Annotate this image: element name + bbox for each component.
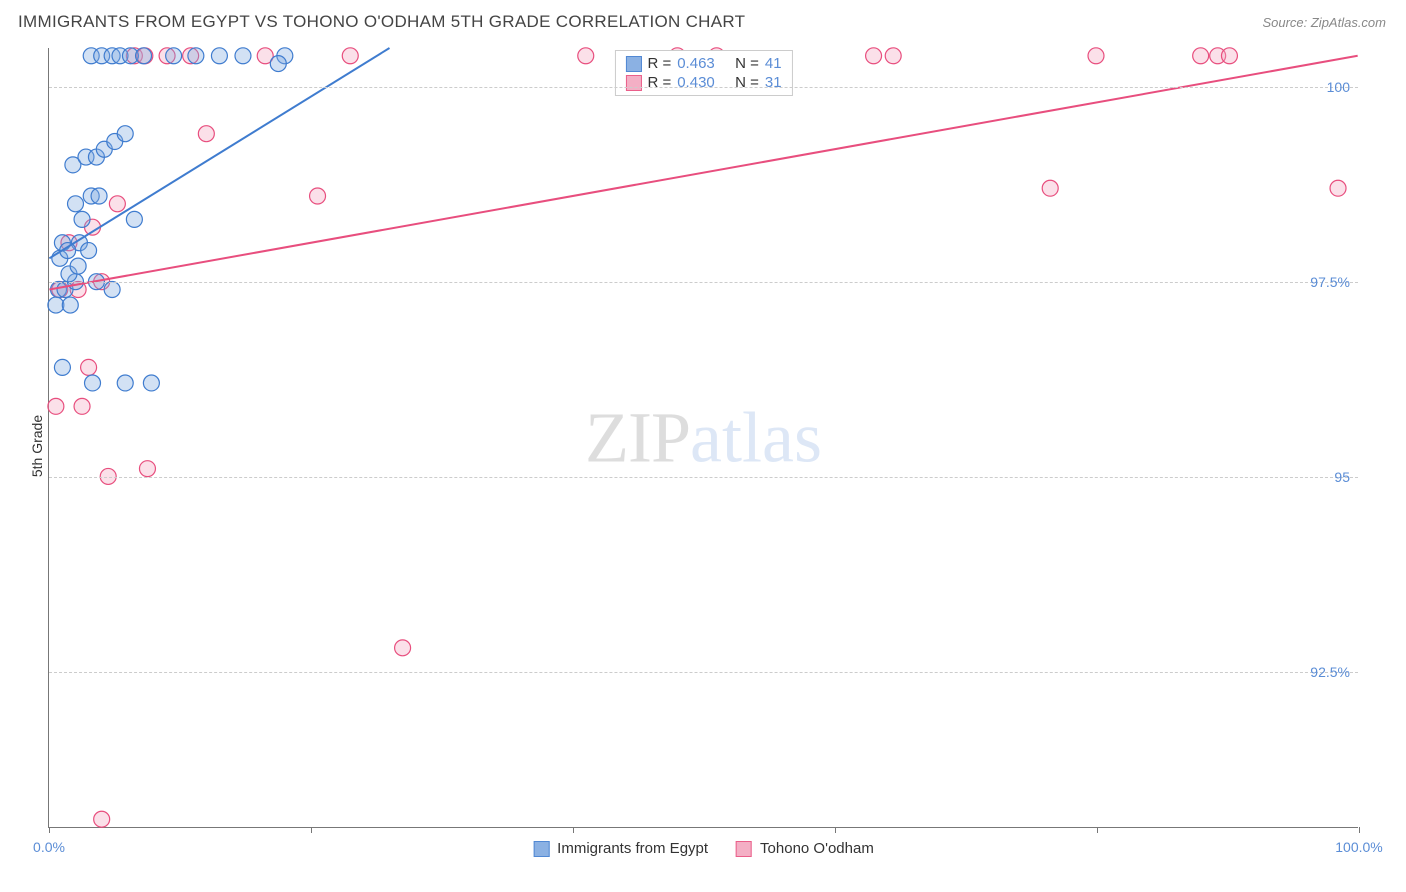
data-point	[117, 126, 133, 142]
legend-series: Immigrants from Egypt Tohono O'odham	[533, 840, 874, 857]
data-point	[1042, 180, 1058, 196]
y-tick-label: 95	[1334, 469, 1350, 485]
data-point	[91, 188, 107, 204]
data-point	[48, 398, 64, 414]
x-tick	[1097, 827, 1098, 833]
gridline-h	[49, 672, 1358, 673]
n-value-1: 31	[765, 74, 782, 91]
x-tick-label: 100.0%	[1335, 839, 1382, 855]
r-label-0: R =	[647, 55, 671, 72]
data-point	[885, 48, 901, 64]
y-axis-label: 5th Grade	[29, 415, 45, 477]
data-point	[1221, 48, 1237, 64]
legend-correlation: R = 0.463 N = 41 R = 0.430 N = 31	[614, 50, 792, 96]
gridline-h	[49, 477, 1358, 478]
data-point	[81, 243, 97, 259]
data-point	[74, 398, 90, 414]
data-point	[166, 48, 182, 64]
source-attribution: Source: ZipAtlas.com	[1262, 15, 1386, 30]
data-point	[139, 461, 155, 477]
data-point	[68, 196, 84, 212]
source-prefix: Source:	[1262, 15, 1310, 30]
data-point	[342, 48, 358, 64]
legend-swatch-bottom-0	[533, 841, 549, 857]
data-point	[1088, 48, 1104, 64]
gridline-h	[49, 282, 1358, 283]
y-tick-label: 97.5%	[1310, 274, 1350, 290]
data-point	[109, 196, 125, 212]
legend-row-series-0: R = 0.463 N = 41	[625, 55, 781, 72]
y-tick-label: 92.5%	[1310, 664, 1350, 680]
data-point	[136, 48, 152, 64]
n-label-1: N =	[735, 74, 759, 91]
data-point	[62, 297, 78, 313]
data-point	[1193, 48, 1209, 64]
data-point	[94, 811, 110, 827]
legend-item-1: Tohono O'odham	[736, 840, 874, 857]
x-tick	[1359, 827, 1360, 833]
plot-area: ZIPatlas R = 0.463 N = 41 R = 0.430 N = …	[48, 48, 1358, 828]
data-point	[104, 282, 120, 298]
data-point	[117, 375, 133, 391]
legend-swatch-series-1	[625, 75, 641, 91]
data-point	[70, 258, 86, 274]
x-tick-label: 0.0%	[33, 839, 65, 855]
data-point	[395, 640, 411, 656]
data-point	[270, 56, 286, 72]
data-point	[578, 48, 594, 64]
data-point	[310, 188, 326, 204]
data-point	[1330, 180, 1346, 196]
legend-swatch-bottom-1	[736, 841, 752, 857]
chart-title: IMMIGRANTS FROM EGYPT VS TOHONO O'ODHAM …	[18, 12, 745, 32]
r-label-1: R =	[647, 74, 671, 91]
data-point	[74, 211, 90, 227]
legend-item-0: Immigrants from Egypt	[533, 840, 708, 857]
data-point	[198, 126, 214, 142]
data-point	[81, 359, 97, 375]
x-tick	[573, 827, 574, 833]
data-point	[866, 48, 882, 64]
data-point	[48, 297, 64, 313]
gridline-h	[49, 87, 1358, 88]
x-tick	[835, 827, 836, 833]
data-point	[211, 48, 227, 64]
data-point	[54, 359, 70, 375]
legend-label-0: Immigrants from Egypt	[557, 840, 708, 857]
x-tick	[49, 827, 50, 833]
x-tick	[311, 827, 312, 833]
n-label-0: N =	[735, 55, 759, 72]
source-name: ZipAtlas.com	[1311, 15, 1386, 30]
data-point	[85, 375, 101, 391]
chart-svg	[49, 48, 1358, 827]
data-point	[188, 48, 204, 64]
y-tick-label: 100	[1327, 79, 1350, 95]
data-point	[126, 211, 142, 227]
legend-label-1: Tohono O'odham	[760, 840, 874, 857]
header: IMMIGRANTS FROM EGYPT VS TOHONO O'ODHAM …	[0, 0, 1406, 44]
legend-swatch-series-0	[625, 56, 641, 72]
r-value-0: 0.463	[677, 55, 715, 72]
r-value-1: 0.430	[677, 74, 715, 91]
data-point	[235, 48, 251, 64]
data-point	[143, 375, 159, 391]
legend-row-series-1: R = 0.430 N = 31	[625, 74, 781, 91]
n-value-0: 41	[765, 55, 782, 72]
